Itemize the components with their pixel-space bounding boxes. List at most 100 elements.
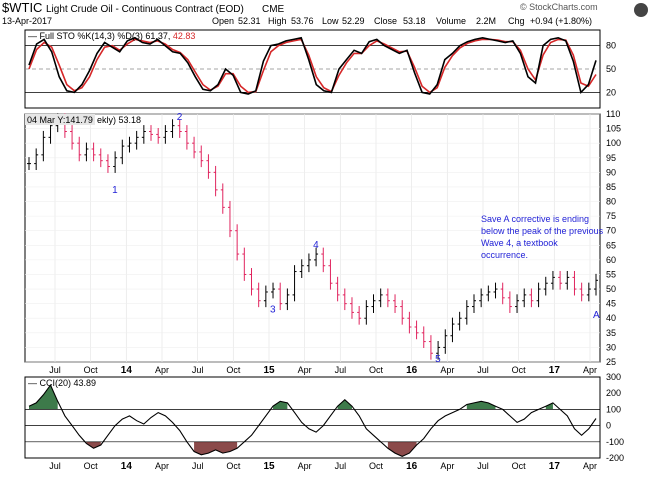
price-bar (522, 288, 527, 308)
wave-label: 1 (112, 185, 118, 196)
low-label: Low (322, 16, 339, 26)
x-axis-label: Oct (84, 365, 99, 375)
price-bar (113, 151, 118, 173)
price-bar (400, 300, 405, 325)
chart-date: 13-Apr-2017 (2, 16, 52, 26)
price-tick-label: 25 (606, 357, 616, 367)
x-axis-label: Jul (49, 461, 61, 471)
price-bar (120, 139, 125, 165)
x-axis-label: Apr (155, 365, 169, 375)
price-bar (515, 294, 520, 313)
x-axis-label: Jul (477, 461, 489, 471)
x-axis-label: Jul (335, 365, 347, 375)
price-bar (500, 282, 505, 305)
price-tick-label: 35 (606, 328, 616, 338)
quote-summary: Open 52.31 High 53.76 Low 52.29 Close 53… (212, 16, 592, 26)
price-bar (285, 288, 290, 311)
x-axis-label: Apr (583, 461, 597, 471)
price-tick-label: 30 (606, 342, 616, 352)
wave-label: 5 (435, 354, 441, 365)
price-bar (227, 200, 232, 238)
price-bar (421, 326, 426, 348)
price-bar (443, 329, 448, 354)
cci-frame (24, 376, 601, 459)
x-axis-label: Apr (298, 365, 312, 375)
price-bar (163, 125, 168, 144)
price-bar (436, 340, 441, 360)
price-bar (471, 294, 476, 313)
price-bar (579, 282, 584, 302)
price-bar (321, 247, 326, 273)
price-tick-label: 45 (606, 299, 616, 309)
x-axis-label: Apr (298, 461, 312, 471)
stochastic-legend-d-value: 42.83 (173, 31, 196, 41)
price-bar (357, 305, 362, 325)
close-label: Close (374, 16, 397, 26)
x-axis-label: 16 (406, 461, 418, 472)
wave-comment-line: Wave 4, a textbook (481, 238, 558, 248)
price-bar (507, 291, 512, 313)
x-axis-label: 15 (263, 365, 275, 376)
x-axis-label: Oct (512, 365, 527, 375)
price-bar (84, 142, 89, 162)
price-bar (141, 125, 146, 144)
price-bar (306, 253, 311, 273)
price-bar (91, 142, 96, 162)
wave-comment-line: below the peak of the previous (481, 226, 604, 236)
cci-overbought-fill (273, 401, 288, 410)
price-tick-label: 50 (606, 284, 616, 294)
price-bar (34, 148, 39, 171)
price-bar (486, 285, 491, 302)
price-tick-label: 55 (606, 269, 616, 279)
price-legend: ekly) 53.18 (97, 115, 141, 125)
price-bar (414, 320, 419, 340)
price-tick-label: 80 (606, 197, 616, 207)
price-bar (586, 282, 591, 302)
cci-overbought-fill (337, 399, 352, 410)
price-bar (256, 282, 261, 308)
price-bar (371, 294, 376, 313)
price-bar (407, 311, 412, 334)
x-axis-label: Apr (440, 461, 454, 471)
price-bar (299, 259, 304, 278)
price-bar (170, 119, 175, 138)
x-axis-label: Oct (512, 461, 527, 471)
price-bar (314, 247, 319, 267)
stochastic-tick-label: 20 (606, 87, 616, 97)
x-axis-label: 16 (406, 365, 418, 376)
price-frame (24, 113, 601, 363)
high-label: High (268, 16, 287, 26)
wave-comment-line: occurrence. (481, 250, 528, 260)
price-bar (378, 288, 383, 308)
exchange-code: CME (262, 4, 285, 15)
open-value: 52.31 (238, 16, 261, 26)
cci-tick-label: -100 (606, 437, 624, 447)
x-axis-label: Jul (49, 365, 61, 375)
price-bar (393, 294, 398, 313)
price-bar (235, 224, 240, 261)
price-bar (263, 285, 268, 308)
x-axis-label: Oct (226, 365, 241, 375)
high-value: 53.76 (291, 16, 314, 26)
price-bar (536, 282, 541, 308)
price-tick-label: 95 (606, 153, 616, 163)
x-axis-label: Oct (369, 461, 384, 471)
price-bar (493, 282, 498, 299)
price-panel: 2530354045505560657075808590951001051101… (24, 109, 621, 376)
cci-legend: — CCI(20) 43.89 (28, 378, 96, 388)
symbol-title: $WTIC (2, 0, 42, 15)
stochastic-series-pct-k (28, 36, 597, 95)
price-bar (342, 288, 347, 311)
cci-overbought-fill (545, 402, 553, 410)
security-name: Light Crude Oil - Continuous Contract (E… (46, 4, 244, 15)
x-axis-label: Jul (477, 365, 489, 375)
credit-text: © StockCharts.com (520, 2, 598, 12)
x-axis-label: Oct (369, 365, 384, 375)
x-axis-label: 17 (549, 365, 561, 376)
price-bar (149, 125, 154, 141)
price-tick-label: 60 (606, 255, 616, 265)
wave-label: 3 (270, 304, 276, 315)
price-bar (98, 148, 103, 168)
price-bar (450, 317, 455, 343)
price-bar (385, 288, 390, 308)
